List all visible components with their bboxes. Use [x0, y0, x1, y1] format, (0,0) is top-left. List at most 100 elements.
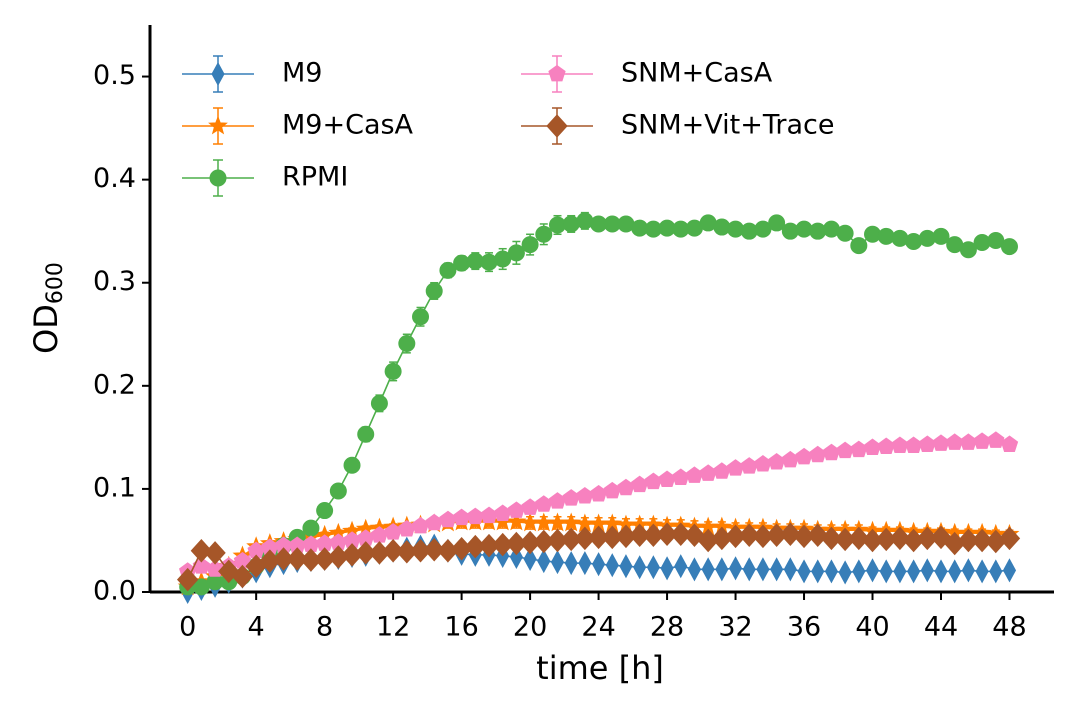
- data-point: [850, 237, 868, 255]
- data-point: [521, 236, 539, 254]
- data-point: [742, 557, 756, 582]
- data-point: [576, 487, 594, 504]
- data-point: [934, 559, 948, 584]
- data-point: [877, 437, 895, 455]
- data-point: [850, 440, 868, 458]
- x-tick-label: 16: [444, 612, 478, 643]
- y-axis-label-subscript: 600: [43, 262, 68, 304]
- data-point: [384, 362, 402, 380]
- data-point: [838, 560, 852, 585]
- x-tick-label: 12: [376, 612, 410, 643]
- x-tick-label: 28: [650, 612, 684, 643]
- data-point: [820, 526, 843, 551]
- data-point: [836, 441, 854, 459]
- y-tick-label: 0.2: [93, 369, 136, 400]
- data-point: [920, 558, 934, 583]
- data-point: [975, 559, 989, 584]
- y-tick-label: 0.5: [93, 60, 136, 91]
- data-point: [768, 214, 786, 232]
- data-point: [644, 472, 663, 490]
- data-point: [452, 508, 471, 526]
- data-point: [605, 553, 619, 578]
- data-point: [863, 438, 882, 456]
- x-tick-label: 4: [248, 612, 265, 643]
- data-point: [672, 468, 690, 485]
- legend-label: RPMI: [282, 162, 348, 193]
- data-point: [822, 443, 841, 461]
- data-point: [231, 564, 254, 589]
- data-point: [423, 537, 445, 562]
- data-point: [660, 556, 674, 581]
- legend-marker: [209, 169, 227, 187]
- data-point: [1000, 238, 1018, 256]
- data-point: [971, 528, 993, 553]
- data-point: [932, 434, 950, 451]
- data-point: [807, 523, 829, 548]
- y-tick-label: 0.1: [93, 472, 136, 503]
- data-point: [932, 227, 950, 245]
- y-tick-label: 0.3: [93, 266, 136, 297]
- y-tick-label: 0.0: [93, 576, 136, 607]
- legend-label: M9+CasA: [282, 110, 414, 141]
- data-point: [948, 559, 962, 584]
- data-point: [893, 559, 907, 584]
- data-point: [578, 551, 592, 576]
- legend-marker: [548, 64, 566, 82]
- data-point: [562, 489, 580, 506]
- data-point: [959, 433, 978, 450]
- data-point: [192, 557, 211, 574]
- x-tick-label: 48: [992, 612, 1026, 643]
- y-tick-label: 0.4: [93, 163, 136, 194]
- data-point: [204, 541, 226, 565]
- data-point: [946, 433, 964, 450]
- data-point: [670, 522, 692, 547]
- data-point: [466, 507, 484, 525]
- data-point: [674, 554, 688, 579]
- x-tick-label: 36: [787, 612, 821, 643]
- x-tick-label: 32: [718, 612, 752, 643]
- data-point: [797, 559, 811, 584]
- data-point: [550, 550, 565, 575]
- data-point: [904, 436, 923, 453]
- data-point: [973, 432, 991, 449]
- x-axis-label: time [h]: [536, 649, 664, 687]
- data-point: [592, 552, 606, 577]
- data-point: [889, 526, 911, 551]
- legend-marker: [546, 114, 568, 138]
- data-point: [783, 557, 797, 582]
- data-point: [811, 559, 825, 584]
- data-point: [907, 559, 921, 584]
- y-axis-label: OD600: [27, 262, 68, 354]
- data-point: [439, 261, 457, 279]
- x-tick-label: 0: [179, 612, 196, 643]
- data-point: [439, 510, 457, 528]
- data-point: [795, 447, 813, 465]
- data-point: [357, 425, 375, 443]
- data-point: [687, 557, 702, 582]
- data-point: [701, 557, 715, 582]
- x-tick-label: 8: [316, 612, 333, 643]
- data-point: [779, 522, 802, 547]
- data-point: [685, 466, 704, 483]
- legend-marker: [211, 61, 225, 87]
- data-point: [852, 559, 866, 584]
- data-point: [989, 559, 1003, 584]
- legend-label: M9: [282, 58, 322, 89]
- data-point: [754, 455, 772, 472]
- data-point: [190, 539, 213, 563]
- data-point: [316, 502, 334, 520]
- data-point: [770, 557, 784, 582]
- data-point: [343, 456, 361, 474]
- data-point: [425, 282, 443, 300]
- data-point: [507, 244, 525, 262]
- data-point: [1002, 558, 1017, 583]
- data-point: [961, 558, 975, 583]
- data-point: [848, 526, 870, 551]
- data-point: [987, 431, 1005, 448]
- data-point: [809, 445, 827, 463]
- data-point: [564, 551, 578, 576]
- x-tick-label: 44: [924, 612, 958, 643]
- legend-label: SNM+CasA: [621, 58, 773, 89]
- data-point: [412, 308, 430, 326]
